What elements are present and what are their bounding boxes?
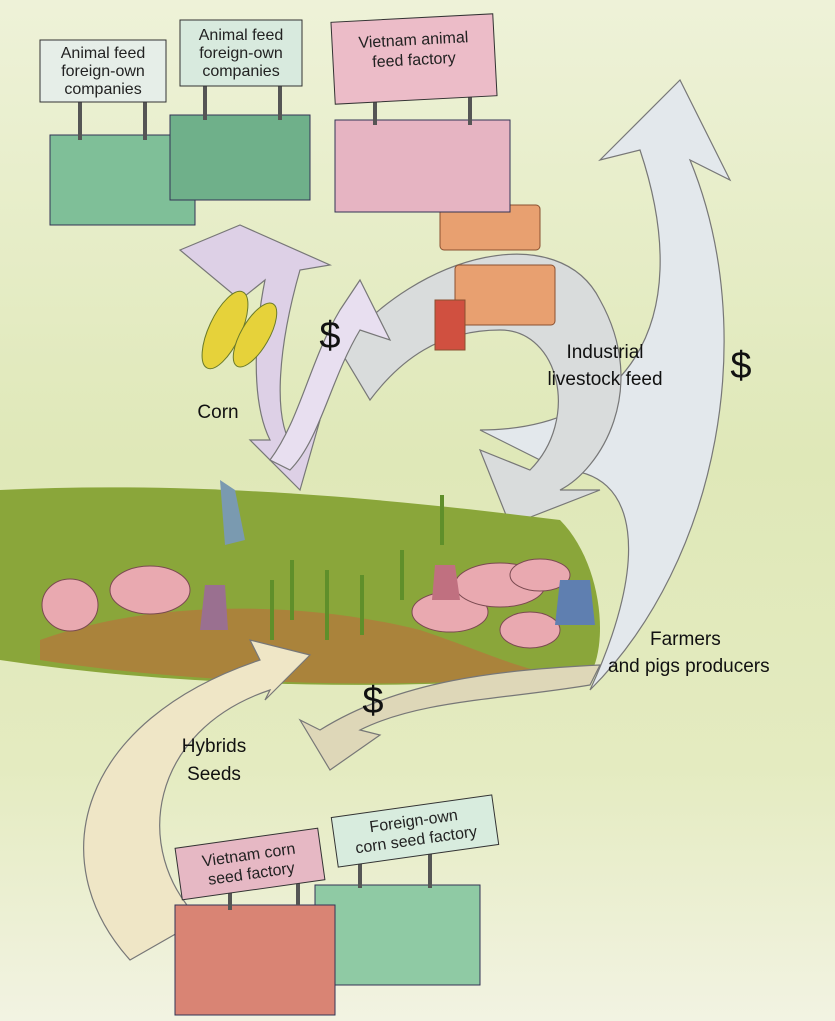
- farmers-label: Farmers: [650, 629, 721, 650]
- money-label: $: [319, 315, 340, 357]
- feed-label: livestock feed: [547, 369, 662, 390]
- money-label: $: [362, 680, 383, 722]
- sign-text: companies: [64, 81, 141, 98]
- sign-text: foreign-own: [199, 45, 283, 62]
- money-label: $: [730, 345, 751, 387]
- corn-label: Corn: [197, 402, 238, 423]
- illustration: Animal feed foreign-own companies Animal…: [0, 0, 835, 1021]
- sign-text: companies: [202, 63, 279, 80]
- sign-text: Animal feed: [199, 27, 284, 44]
- sign-text: foreign-own: [61, 63, 145, 80]
- seeds-label: Hybrids: [182, 736, 246, 757]
- farmers-label: and pigs producers: [608, 656, 770, 677]
- feed-label: Industrial: [566, 342, 643, 363]
- seeds-label: Seeds: [187, 764, 241, 785]
- sign-text: Animal feed: [61, 45, 146, 62]
